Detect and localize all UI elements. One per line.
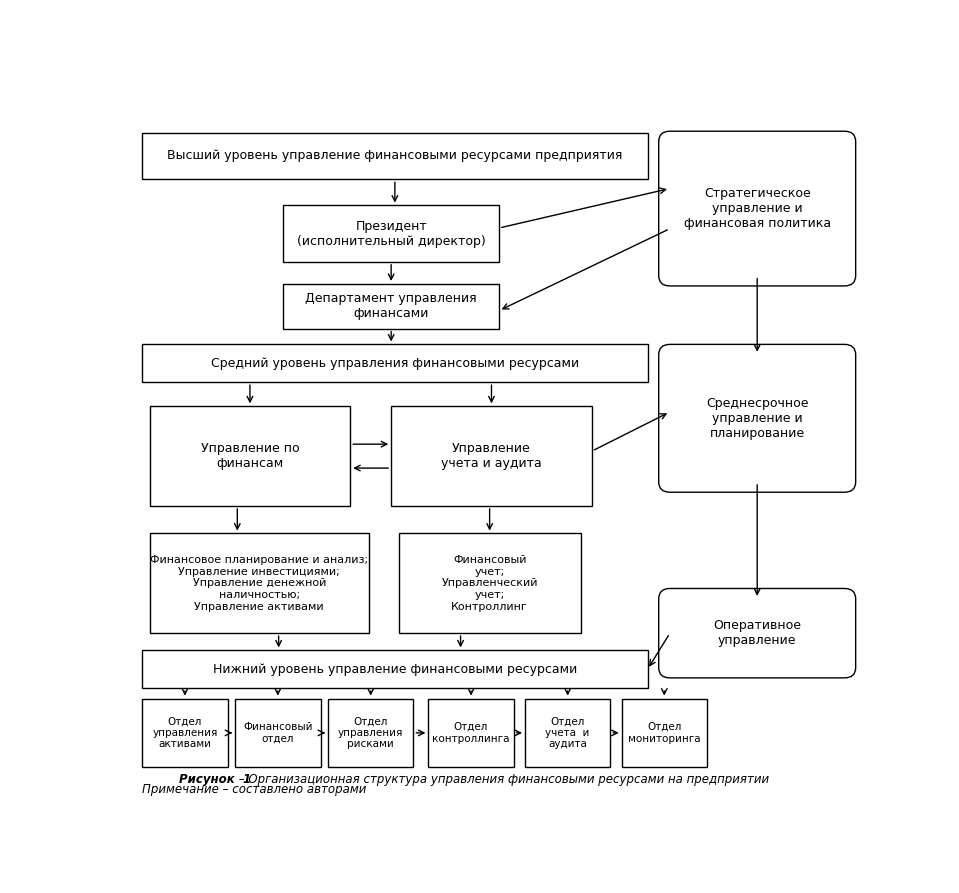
Bar <box>142 650 647 689</box>
Text: Средний уровень управления финансовыми ресурсами: Средний уровень управления финансовыми р… <box>211 357 579 370</box>
Bar <box>284 205 499 262</box>
Text: – Организационная структура управления финансовыми ресурсами на предприятии: – Организационная структура управления ф… <box>235 773 769 786</box>
Bar <box>328 698 413 767</box>
Text: Финансовый
учет;
Управленческий
учет;
Контроллинг: Финансовый учет; Управленческий учет; Ко… <box>441 555 538 612</box>
Bar <box>391 406 592 506</box>
Bar <box>150 533 369 633</box>
Text: Отдел
управления
активами: Отдел управления активами <box>152 716 218 749</box>
Text: Рисунок  1: Рисунок 1 <box>179 773 251 786</box>
Bar <box>399 533 581 633</box>
Text: Среднесрочное
управление и
планирование: Среднесрочное управление и планирование <box>706 396 808 440</box>
FancyBboxPatch shape <box>659 345 855 492</box>
Text: Стратегическое
управление и
финансовая политика: Стратегическое управление и финансовая п… <box>684 187 830 230</box>
FancyBboxPatch shape <box>659 131 855 286</box>
Bar <box>621 698 707 767</box>
Text: Отдел
контроллинга: Отдел контроллинга <box>433 722 510 744</box>
Bar <box>142 345 647 382</box>
Text: Департамент управления
финансами: Департамент управления финансами <box>305 292 477 321</box>
Bar <box>284 284 499 329</box>
Bar <box>429 698 514 767</box>
Text: Финансовое планирование и анализ;
Управление инвестициями;
Управление денежной
н: Финансовое планирование и анализ; Управл… <box>151 555 368 612</box>
Text: Примечание – составлено авторами: Примечание – составлено авторами <box>142 783 366 796</box>
Text: Отдел
мониторинга: Отдел мониторинга <box>628 722 701 744</box>
Text: Управление по
финансам: Управление по финансам <box>200 442 299 470</box>
Text: Отдел
учета  и
аудита: Отдел учета и аудита <box>546 716 590 749</box>
Text: Финансовый
отдел: Финансовый отдел <box>243 722 313 744</box>
Bar <box>142 132 647 179</box>
Bar <box>150 406 350 506</box>
Text: Отдел
управления
рисками: Отдел управления рисками <box>338 716 404 749</box>
Bar <box>142 698 227 767</box>
Bar <box>525 698 611 767</box>
Text: Президент
(исполнительный директор): Президент (исполнительный директор) <box>296 220 485 247</box>
Text: Высший уровень управление финансовыми ресурсами предприятия: Высший уровень управление финансовыми ре… <box>167 149 622 163</box>
Bar <box>235 698 320 767</box>
Text: Нижний уровень управление финансовыми ресурсами: Нижний уровень управление финансовыми ре… <box>213 663 577 676</box>
Text: Оперативное
управление: Оперативное управление <box>713 619 801 647</box>
Text: Управление
учета и аудита: Управление учета и аудита <box>441 442 542 470</box>
FancyBboxPatch shape <box>659 588 855 678</box>
